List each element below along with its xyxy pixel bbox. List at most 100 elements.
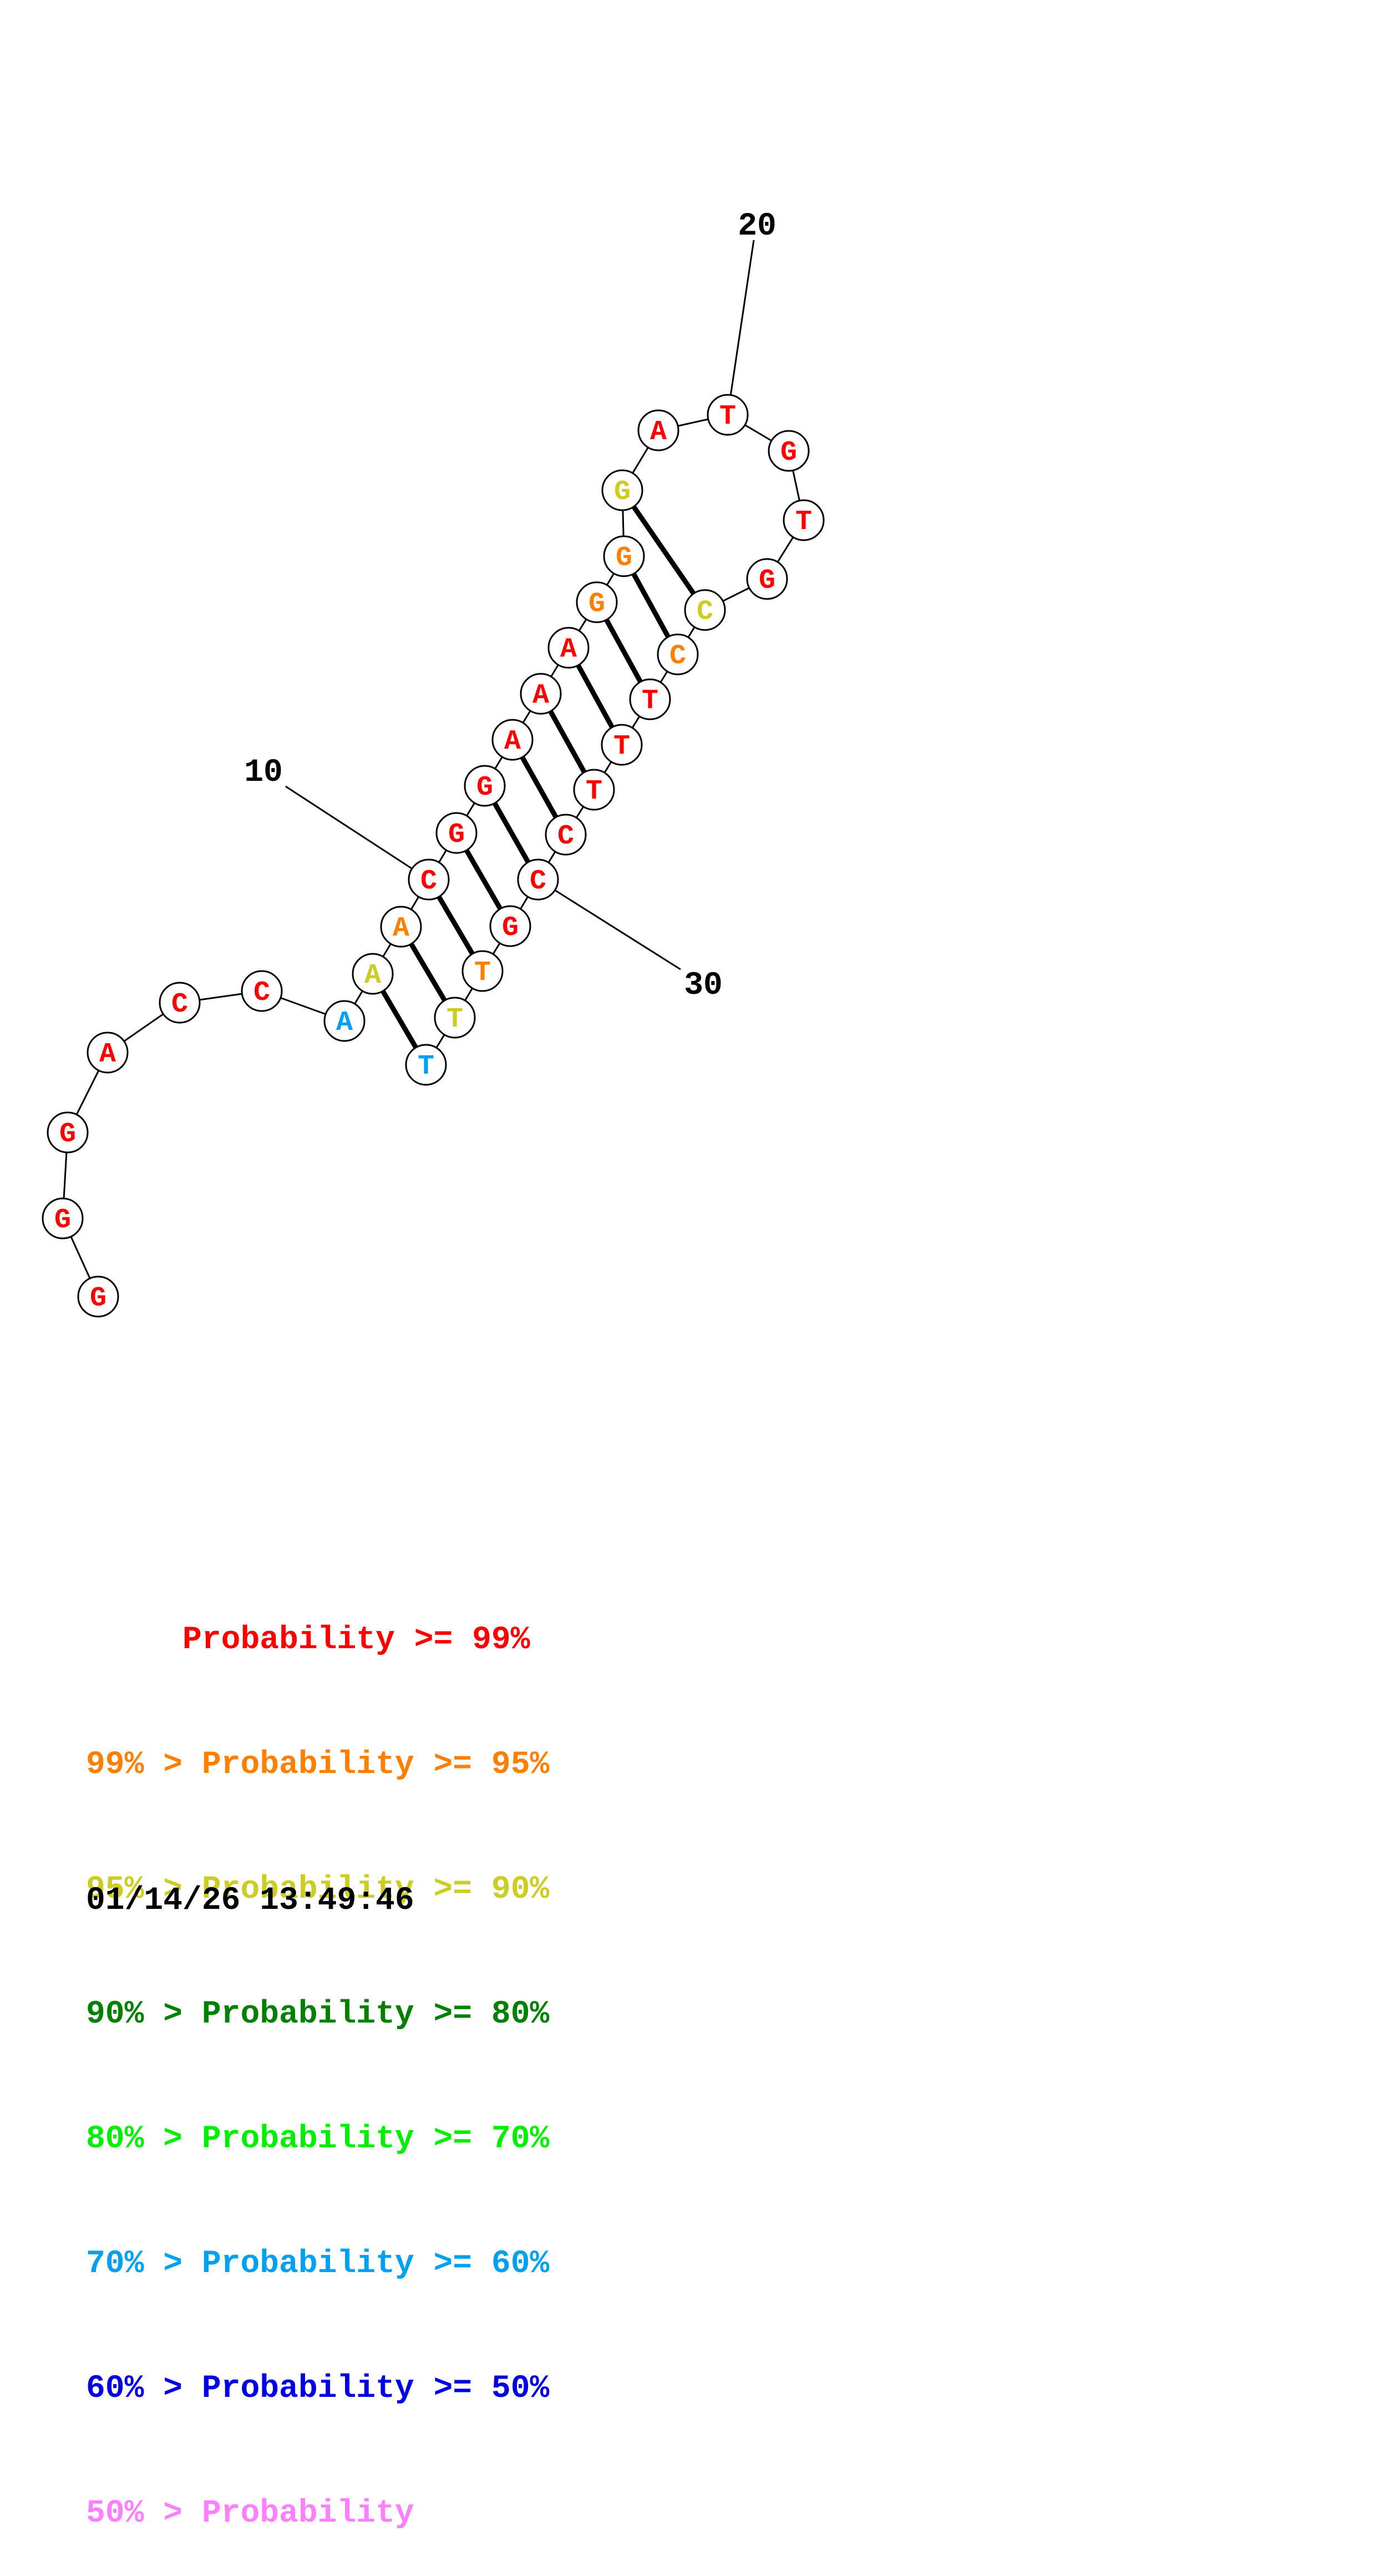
nucleotide-letter: T — [642, 685, 658, 717]
nucleotide-letter: T — [418, 1051, 434, 1083]
nucleotide-letter: G — [54, 1205, 71, 1236]
nucleotide-circle — [87, 1032, 129, 1074]
nucleotide-circle — [573, 769, 615, 811]
nucleotide: G — [768, 430, 810, 472]
nucleotide-letter: T — [613, 731, 630, 763]
nucleotide-letter: C — [420, 866, 437, 897]
nucleotide-circle — [461, 950, 504, 992]
nucleotide-letter: T — [474, 957, 491, 989]
nucleotide-circle — [768, 430, 810, 472]
nucleotide-circle — [489, 905, 531, 947]
nucleotide-letter: G — [59, 1119, 76, 1150]
legend-entry: 60% > Probability >= 50% — [86, 2371, 550, 2407]
base-pairs — [371, 489, 707, 1066]
nucleotide-circle — [380, 906, 422, 948]
nucleotide-letter: A — [532, 680, 549, 712]
nucleotide-letter: C — [171, 989, 188, 1020]
nucleotide-circle — [746, 558, 788, 600]
nucleotide: C — [241, 970, 283, 1012]
nucleotide-circle — [576, 581, 618, 623]
nucleotide-letter: A — [650, 416, 667, 448]
nucleotide-letter: G — [90, 1283, 106, 1314]
nucleotide: G — [576, 581, 618, 623]
nucleotide: A — [323, 1000, 366, 1042]
nucleotide-circle — [657, 633, 699, 675]
nucleotide: G — [42, 1197, 84, 1239]
legend-entry: 50% > Probability — [86, 2496, 414, 2532]
backbone — [62, 414, 805, 1297]
nucleotide-circle — [629, 678, 671, 720]
nucleotide: C — [545, 814, 587, 856]
nucleotide-circle — [601, 724, 643, 766]
nucleotide: C — [657, 633, 699, 675]
position-labels: 10 20 30 — [244, 209, 777, 1004]
nucleotide-letter: C — [669, 641, 686, 672]
nucleotide-letter: G — [614, 476, 631, 508]
nucleotide-circle — [352, 953, 394, 995]
nucleotide: C — [159, 982, 201, 1024]
nucleotide: T — [405, 1044, 447, 1086]
position-label: 30 — [684, 968, 723, 1004]
nucleotide: A — [520, 673, 562, 715]
nucleotide-letter: G — [616, 542, 632, 574]
nucleotide: G — [746, 558, 788, 600]
nucleotide-letter: A — [560, 634, 577, 665]
nucleotide-letter: G — [780, 437, 797, 469]
nucleotide-circle — [545, 814, 587, 856]
nucleotide-letter: T — [719, 401, 736, 433]
nucleotide-circle — [77, 1276, 119, 1318]
nucleotide: G — [464, 765, 506, 807]
nucleotide-letter: T — [795, 506, 812, 538]
probability-legend: Probability >= 99% 99% > Probability >= … — [86, 1536, 549, 2576]
nucleotide: G — [77, 1276, 119, 1318]
nucleotide-circle — [42, 1197, 84, 1239]
nucleotide-circle — [601, 469, 643, 511]
nucleotide-circle — [547, 627, 590, 669]
nucleotide: C — [408, 858, 450, 901]
nucleotide-letter: C — [697, 596, 713, 628]
nucleotide-circle — [707, 394, 749, 436]
nucleotide: A — [87, 1032, 129, 1074]
nucleotide-circle — [637, 409, 679, 451]
nucleotide-letter: A — [364, 960, 381, 992]
nucleotide: A — [380, 906, 422, 948]
nucleotide-circle — [159, 982, 201, 1024]
nucleotide-circle — [408, 858, 450, 901]
position-label: 20 — [738, 209, 777, 245]
nucleotide: G — [489, 905, 531, 947]
nucleotide: T — [707, 394, 749, 436]
nucleotide: T — [573, 769, 615, 811]
legend-entry: 70% > Probability >= 60% — [86, 2246, 550, 2282]
nucleotide: T — [783, 499, 825, 541]
nucleotide: A — [637, 409, 679, 451]
nucleotide: A — [547, 627, 590, 669]
nucleotide-circle — [603, 535, 645, 577]
nucleotide-letter: G — [759, 565, 775, 597]
position-label-line — [285, 785, 429, 881]
nucleotide-letter: A — [99, 1039, 116, 1070]
nucleotide: G — [47, 1111, 89, 1154]
nucleotide-circle — [491, 719, 534, 761]
nucleotide: C — [684, 589, 726, 631]
position-label: 10 — [244, 755, 283, 791]
nucleotide-letter: G — [502, 912, 519, 944]
nucleotide: G — [435, 812, 478, 854]
legend-entry: 99% > Probability >= 95% — [86, 1747, 550, 1783]
nucleotide-circle — [783, 499, 825, 541]
nucleotide: C — [517, 858, 559, 901]
base-pair-bond — [620, 489, 707, 612]
position-label-line — [537, 878, 681, 971]
nucleotide-circle — [520, 673, 562, 715]
nucleotide-circle — [464, 765, 506, 807]
nucleotide-letter: C — [253, 977, 270, 1009]
nucleotide-letter: T — [447, 1004, 463, 1035]
nucleotide-letter: C — [557, 821, 574, 852]
nucleotide-circle — [517, 858, 559, 901]
legend-entry: 95% > Probability >= 90% — [86, 1872, 550, 1908]
nucleotide-circle — [434, 997, 476, 1039]
legend-entry: Probability >= 99% — [86, 1622, 530, 1658]
nucleotide-letter: C — [530, 866, 546, 897]
nucleotide-circle — [241, 970, 283, 1012]
